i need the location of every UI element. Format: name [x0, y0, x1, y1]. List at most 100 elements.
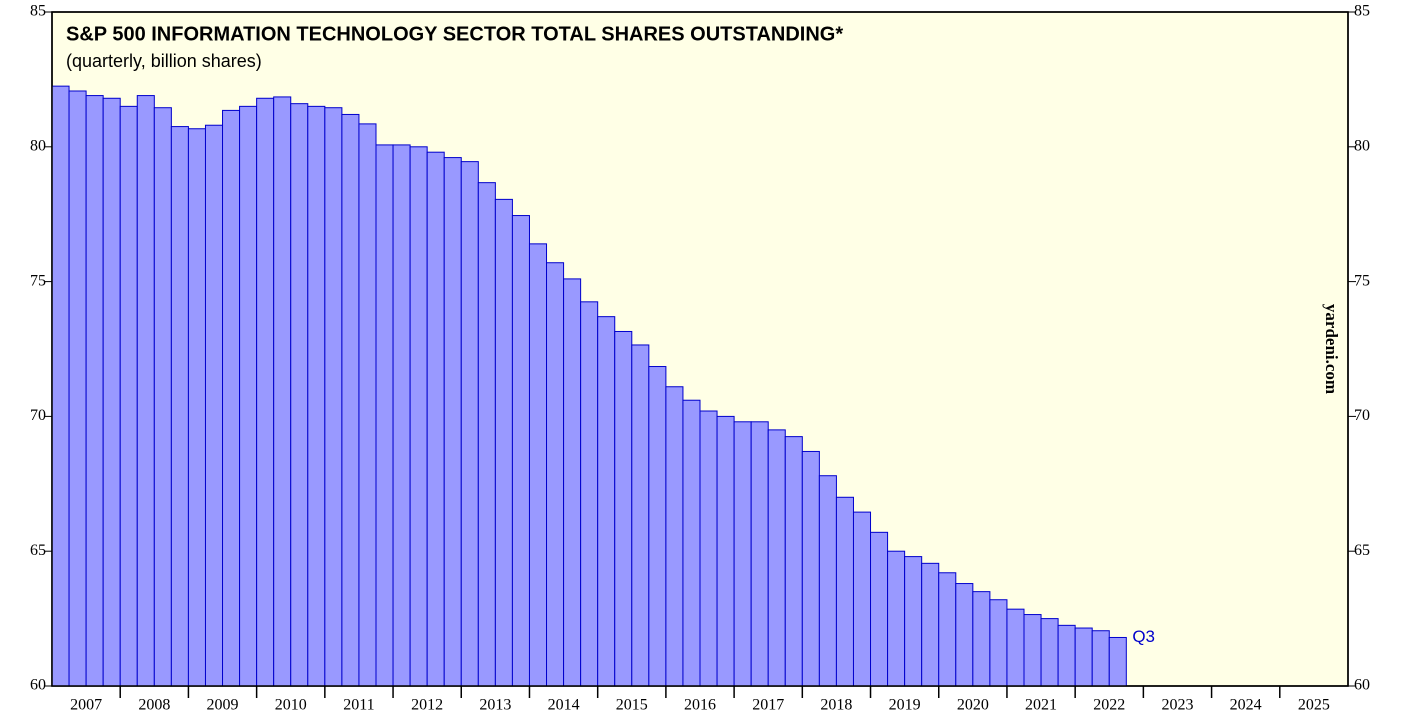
bar [1040, 618, 1059, 687]
y-tick-label-right: 65 [1354, 542, 1370, 559]
y-tick-label-right: 60 [1354, 677, 1370, 694]
y-tick-label-right: 70 [1354, 407, 1370, 424]
bar [852, 511, 872, 687]
y-tick-label-right: 80 [1354, 137, 1370, 154]
bar [682, 399, 701, 687]
y-tick-label-right: 75 [1354, 272, 1370, 289]
bar [528, 243, 548, 687]
bar [1057, 624, 1076, 687]
bar [887, 550, 906, 687]
bar [904, 556, 923, 687]
bar [1074, 627, 1093, 687]
x-tick-label: 2018 [820, 697, 852, 714]
bar [563, 278, 582, 687]
bar [1006, 608, 1025, 687]
bar [222, 109, 241, 687]
bar [648, 366, 667, 687]
bar [955, 583, 974, 687]
bar [870, 531, 889, 687]
bar [699, 410, 718, 687]
x-tick-label: 2007 [70, 697, 102, 714]
x-tick-label: 2017 [752, 697, 784, 714]
bar [494, 198, 513, 687]
bar [153, 107, 172, 687]
y-tick-label: 80 [30, 137, 46, 154]
x-tick-label: 2023 [1161, 697, 1193, 714]
bar [290, 103, 309, 687]
bar [273, 96, 292, 687]
annotation: Q3 [1132, 627, 1155, 646]
bar [938, 572, 957, 687]
bar [68, 90, 87, 687]
bar [460, 161, 479, 687]
x-tick-label: 2012 [411, 697, 443, 714]
bar [614, 330, 633, 687]
bar [750, 421, 769, 687]
x-tick-label: 2009 [207, 697, 239, 714]
bar [1023, 614, 1042, 687]
bar [835, 496, 854, 687]
bar [307, 105, 326, 687]
bar [324, 107, 343, 687]
y-tick-label: 75 [30, 272, 46, 289]
bar [1108, 636, 1127, 687]
bar [716, 415, 735, 687]
bar [631, 344, 650, 687]
bar [341, 113, 360, 687]
x-tick-label: 2015 [616, 697, 648, 714]
bar [358, 123, 377, 687]
x-tick-label: 2010 [275, 697, 307, 714]
bar [511, 215, 530, 687]
bar [204, 124, 224, 687]
bar [972, 591, 991, 687]
x-tick-label: 2025 [1298, 697, 1330, 714]
x-tick-label: 2021 [1025, 697, 1057, 714]
bar [170, 126, 189, 687]
bar [256, 97, 275, 687]
x-tick-label: 2022 [1093, 697, 1125, 714]
bar [426, 151, 445, 687]
bar [665, 386, 684, 687]
plot-frame [51, 11, 1349, 687]
y-tick-label: 60 [30, 677, 46, 694]
bar [801, 450, 820, 687]
bar [375, 144, 394, 687]
bar [239, 105, 258, 687]
bar [443, 157, 462, 687]
bar [477, 182, 496, 687]
bar [818, 475, 837, 687]
chart-title: S&P 500 INFORMATION TECHNOLOGY SECTOR TO… [66, 23, 843, 45]
bar [546, 262, 565, 687]
bar [51, 85, 70, 687]
bar [921, 562, 940, 687]
x-tick-label: 2008 [138, 697, 170, 714]
x-tick-label: 2014 [548, 697, 580, 714]
x-tick-label: 2013 [479, 697, 511, 714]
chart-subtitle: (quarterly, billion shares) [66, 51, 262, 71]
x-tick-label: 2020 [957, 697, 989, 714]
bar [102, 97, 121, 687]
y-tick-label: 85 [30, 3, 46, 20]
bar [392, 144, 411, 687]
bar [767, 429, 786, 687]
y-tick-label: 70 [30, 407, 46, 424]
bar [85, 95, 104, 687]
y-tick-label: 65 [30, 542, 46, 559]
bar [580, 301, 599, 687]
bar [409, 146, 428, 687]
bar [136, 95, 155, 687]
bar [733, 421, 752, 687]
bar [597, 316, 616, 687]
bar [119, 105, 138, 687]
y-tick-label-right: 85 [1354, 3, 1370, 20]
bar [989, 599, 1008, 687]
bar [784, 436, 803, 687]
x-tick-label: 2011 [343, 697, 374, 714]
x-tick-label: 2016 [684, 697, 716, 714]
watermark: yardeni.com [1322, 304, 1341, 394]
bar [187, 128, 206, 687]
x-tick-label: 2024 [1230, 697, 1262, 714]
bar [1091, 630, 1110, 687]
